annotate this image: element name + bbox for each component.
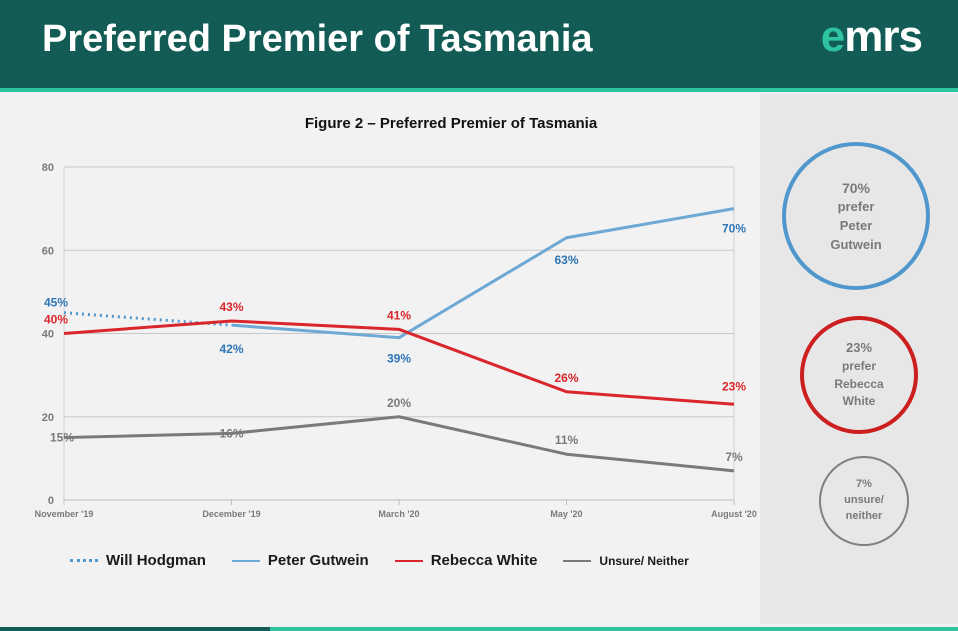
callout-gutwein: 70% prefer Peter Gutwein <box>782 142 930 290</box>
callout-unsure-line2: neither <box>845 509 883 522</box>
legend-label-gutwein: Peter Gutwein <box>267 552 369 569</box>
x-tick-label: November '19 <box>35 509 94 519</box>
legend-label-unsure: Unsure/ Neither <box>599 553 689 568</box>
data-label: 43% <box>219 300 243 314</box>
x-tick-label: August '20 <box>711 509 757 519</box>
chart-panel <box>4 94 758 624</box>
legend-label-hodgman: Will Hodgman <box>106 552 206 569</box>
callout-white-line1: prefer <box>841 359 876 374</box>
data-label: 42% <box>219 342 243 356</box>
data-label: 70% <box>722 222 746 236</box>
series-line-3 <box>63 415 735 473</box>
legend-swatch-unsure <box>563 559 592 562</box>
y-tick-label: 40 <box>42 329 54 341</box>
data-label: 45% <box>44 296 68 310</box>
line-chart: 0 20 40 60 80 November '19 December '19 March '… <box>35 162 757 519</box>
y-tick-label: 80 <box>42 162 54 174</box>
footer-divider <box>270 627 958 631</box>
x-tick-label: March '20 <box>378 509 419 519</box>
callout-white: 23% prefer Rebecca White <box>800 316 918 434</box>
legend-item-white: Rebecca White <box>394 552 538 569</box>
legend-item-gutwein: Peter Gutwein <box>231 552 369 569</box>
data-label: 40% <box>44 313 68 327</box>
data-label: 7% <box>725 450 743 464</box>
data-label: 41% <box>387 308 411 322</box>
data-label: 26% <box>554 371 578 385</box>
callout-white-pct: 23% <box>845 340 873 356</box>
callout-gutwein-line1: prefer <box>837 198 875 214</box>
page-title: Preferred Premier of Tasmania <box>42 18 593 60</box>
x-tick-label: December '19 <box>202 509 260 519</box>
callout-unsure: 7% unsure/ neither <box>819 456 909 546</box>
data-label: 39% <box>387 352 411 366</box>
legend-item-hodgman: Will Hodgman <box>70 552 206 569</box>
chart-title: Figure 2 – Preferred Premier of Tasmania <box>304 115 598 132</box>
footer-divider-left <box>0 627 270 631</box>
header-bar <box>0 0 958 88</box>
y-tick-label: 60 <box>42 245 54 257</box>
callout-unsure-pct: 7% <box>856 478 872 491</box>
y-tick-label: 20 <box>42 412 54 424</box>
data-label: 20% <box>387 396 411 410</box>
data-label: 11% <box>555 433 579 447</box>
legend-swatch-white <box>394 559 423 562</box>
data-label: 15% <box>50 431 74 445</box>
callout-white-line2: Rebecca <box>834 376 884 391</box>
emrs-logo: emrs <box>820 12 923 61</box>
callout-white-line3: White <box>842 394 876 409</box>
legend-item-unsure: Unsure/ Neither <box>563 553 689 568</box>
callout-gutwein-pct: 70% <box>841 179 871 196</box>
x-tick-label: May '20 <box>550 509 582 519</box>
series-line-1 <box>231 207 735 340</box>
data-label: 63% <box>554 253 578 267</box>
y-tick-label: 0 <box>48 495 54 507</box>
legend-label-white: Rebecca White <box>430 552 538 569</box>
callout-gutwein-line3: Gutwein <box>830 236 882 252</box>
callout-unsure-line1: unsure/ <box>844 494 884 507</box>
data-label: 23% <box>722 379 746 393</box>
data-label: 16% <box>219 426 243 440</box>
series-line-2 <box>63 319 735 406</box>
legend-swatch-gutwein <box>231 559 260 562</box>
callout-gutwein-line2: Peter <box>839 217 873 233</box>
legend-swatch-hodgman <box>70 559 98 562</box>
chart-legend: Will Hodgman Peter Gutwein Rebecca White… <box>70 552 715 569</box>
header-divider <box>0 88 958 92</box>
